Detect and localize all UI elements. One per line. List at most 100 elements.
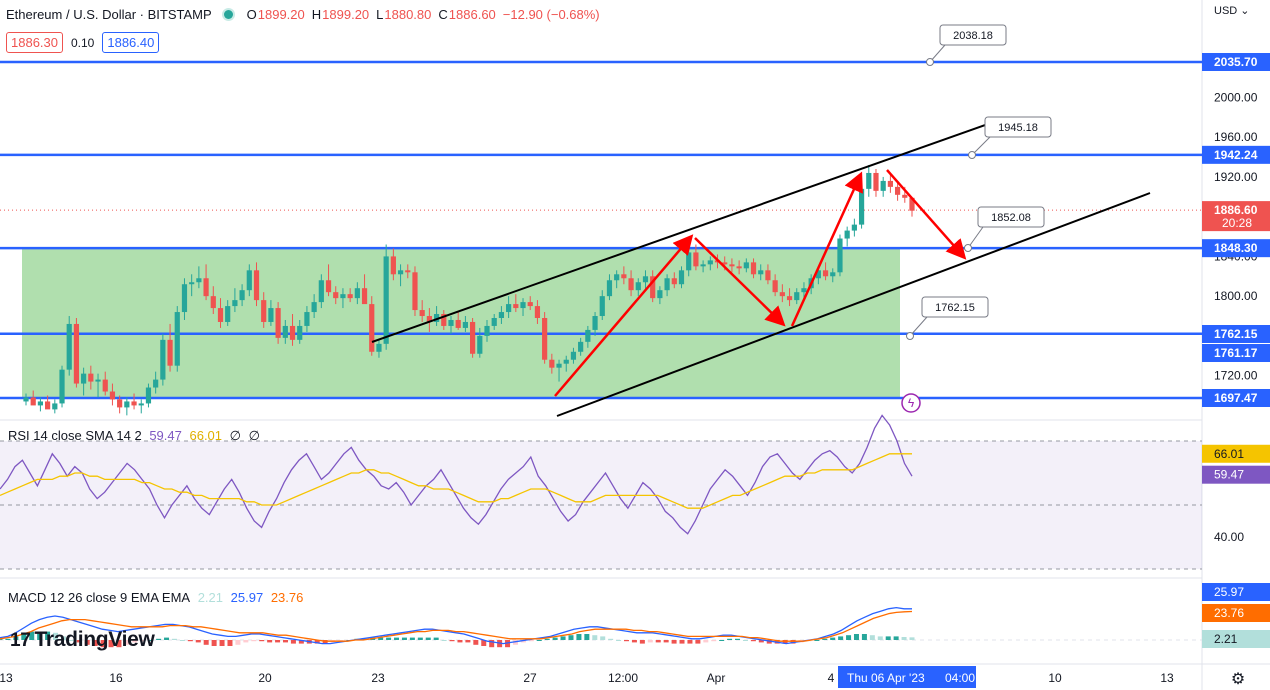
- candle-body: [880, 180, 886, 191]
- candle-body: [383, 256, 389, 344]
- macd-histogram-bar: [425, 637, 431, 640]
- crosshair-time-badge[interactable]: [838, 666, 976, 688]
- rsi-series-line-sma[interactable]: [0, 453, 912, 509]
- lightning-icon[interactable]: [901, 393, 921, 413]
- rsi-legend[interactable]: RSI 14 close SMA 14 2 59.47 66.01 ∅ ∅: [8, 428, 264, 444]
- candle-body: [542, 318, 548, 360]
- candle-body: [570, 351, 577, 360]
- macd-hist-legend-value: 2.21: [197, 590, 224, 605]
- candle-body: [59, 369, 65, 404]
- macd-histogram-bar: [766, 640, 772, 644]
- macd-histogram-bar: [639, 640, 645, 644]
- macd-histogram-bar: [37, 631, 43, 640]
- callout-anchor[interactable]: [926, 58, 934, 66]
- macd-legend[interactable]: MACD 12 26 close 9 EMA EMA 2.21 25.97 23…: [8, 590, 307, 605]
- rsi-axis-badge[interactable]: [1202, 444, 1270, 463]
- candle-body: [66, 323, 72, 370]
- price-axis-badge[interactable]: [1202, 325, 1270, 343]
- tradingview-logo[interactable]: 17 TradingView: [10, 628, 155, 652]
- macd-histogram-bar: [21, 634, 27, 640]
- trend-arrow[interactable]: [790, 171, 863, 327]
- callout-anchor[interactable]: [906, 332, 914, 340]
- rsi-legend-value: 59.47: [149, 428, 182, 443]
- macd-histogram-bar: [171, 638, 177, 640]
- channel-lower-line[interactable]: [556, 192, 1151, 417]
- market-status-icon: [223, 9, 233, 19]
- macd-histogram-bar: [758, 640, 764, 643]
- macd-histogram-bar: [846, 635, 852, 640]
- trend-arrow[interactable]: [554, 234, 694, 397]
- candle-body: [563, 359, 569, 364]
- candle-body: [484, 325, 490, 336]
- candle-body: [650, 276, 656, 299]
- macd-histogram-bar: [53, 632, 59, 640]
- macd-histogram-bar: [0, 638, 3, 640]
- macd-histogram-bar: [124, 640, 130, 645]
- channel-upper-line[interactable]: [371, 117, 1006, 343]
- macd-histogram-bar: [631, 640, 637, 643]
- candle-body: [167, 339, 173, 366]
- macd-histogram-bar: [84, 640, 90, 645]
- candle-body: [145, 387, 152, 404]
- macd-series-line-signal[interactable]: [0, 610, 913, 642]
- rsi-axis-badge[interactable]: [1202, 465, 1270, 484]
- price-tick-label: 1720.00: [1214, 369, 1258, 383]
- price-axis-badge[interactable]: [1202, 201, 1270, 232]
- trend-arrow[interactable]: [886, 169, 967, 260]
- macd-histogram-bar: [663, 640, 669, 643]
- sell-button[interactable]: 1886.30: [6, 32, 63, 53]
- time-axis-label: 27: [523, 671, 537, 685]
- candle-body: [758, 270, 764, 275]
- candle-body: [707, 260, 713, 265]
- candle-body: [822, 270, 829, 277]
- candle-body: [520, 302, 526, 309]
- rsi-series-line-rsi[interactable]: [0, 414, 913, 535]
- macd-axis-badge[interactable]: [1202, 604, 1270, 622]
- macd-axis-badge[interactable]: [1202, 583, 1270, 601]
- candle-body: [909, 197, 915, 211]
- trend-arrow[interactable]: [694, 237, 786, 327]
- macd-histogram-bar: [877, 636, 883, 640]
- macd-histogram-bar: [608, 638, 614, 640]
- callout-box[interactable]: [984, 116, 1052, 138]
- macd-histogram-bar: [267, 640, 273, 643]
- candle-body: [88, 373, 94, 382]
- callout-anchor[interactable]: [964, 244, 972, 252]
- macd-histogram-bar: [536, 640, 542, 641]
- candle-body: [282, 325, 288, 338]
- candle-body: [830, 272, 836, 277]
- price-axis-badge[interactable]: [1202, 344, 1270, 362]
- macd-histogram-bar: [568, 635, 574, 640]
- macd-histogram-bar: [211, 640, 217, 646]
- macd-histogram-bar: [76, 640, 82, 643]
- candle-body: [131, 401, 137, 406]
- macd-histogram-bar: [401, 637, 407, 640]
- price-axis-badge[interactable]: [1202, 389, 1270, 407]
- change-value: −12.90 (−0.68%): [502, 6, 600, 22]
- macd-axis-badge[interactable]: [1202, 630, 1270, 648]
- macd-histogram-bar: [275, 640, 281, 643]
- open-label: O: [246, 6, 257, 22]
- callout-label: 2038.18: [953, 30, 993, 42]
- macd-histogram-bar: [822, 638, 828, 640]
- candle-body: [815, 270, 821, 279]
- buy-button[interactable]: 1886.40: [102, 32, 160, 53]
- callout-box[interactable]: [939, 24, 1007, 46]
- symbol-title[interactable]: Ethereum / U.S. Dollar · BITSTAMP: [6, 6, 212, 22]
- candle-body: [23, 397, 29, 402]
- candle-body: [297, 325, 303, 340]
- time-axis-label: 16: [109, 671, 123, 685]
- price-axis-badge[interactable]: [1202, 145, 1270, 164]
- callout-box[interactable]: [921, 296, 989, 318]
- callout-anchor[interactable]: [968, 151, 976, 159]
- candle-body: [455, 319, 461, 328]
- time-axis-label: Thu 06 Apr '23: [847, 671, 925, 685]
- price-axis-badge[interactable]: [1202, 53, 1270, 71]
- candle-body: [246, 270, 252, 291]
- candle-body: [52, 403, 58, 410]
- callout-box[interactable]: [977, 206, 1045, 228]
- price-axis-badge[interactable]: [1202, 239, 1270, 258]
- candle-body: [858, 188, 865, 225]
- macd-histogram-bar: [505, 640, 511, 648]
